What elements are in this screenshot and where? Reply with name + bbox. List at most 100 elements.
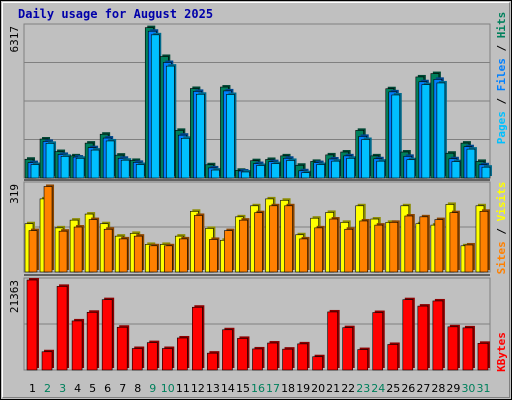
kbytes-bar: [327, 311, 338, 371]
x-tick-label: 5: [89, 382, 96, 395]
pages-bar: [45, 143, 55, 179]
pages-bar: [165, 65, 175, 179]
legend-pages-files-hits: Pages / Files / Hits: [495, 12, 508, 145]
sites-bar: [464, 244, 474, 273]
y-axis-max-label: 6317: [8, 26, 21, 53]
x-tick-label: 17: [266, 382, 280, 395]
sites-bar: [103, 228, 113, 273]
kbytes-bar: [282, 348, 293, 371]
x-tick-label: 15: [236, 382, 250, 395]
x-tick-label: 8: [134, 382, 141, 395]
x-tick-label: 30: [461, 382, 475, 395]
legend-sites-visits: Sites / Visits: [495, 182, 508, 275]
y-axis-max-label: 21363: [8, 280, 21, 313]
kbytes-bar: [71, 320, 83, 371]
pages-bar: [241, 171, 250, 179]
pages-bar: [376, 160, 386, 179]
kbytes-bar: [462, 327, 474, 371]
legend-kbytes: KBytes: [495, 332, 508, 372]
pages-bar: [436, 82, 446, 179]
x-tick-label: 14: [221, 382, 235, 395]
x-tick-label: 25: [386, 382, 400, 395]
kbytes-bar: [161, 348, 173, 371]
sites-bar: [314, 227, 323, 273]
sites-bar: [179, 238, 188, 273]
pages-bar: [331, 160, 340, 179]
kbytes-bar: [41, 351, 53, 371]
sites-bar: [148, 245, 158, 273]
pages-bar: [60, 156, 70, 179]
pages-bar: [226, 94, 235, 179]
pages-bar: [181, 137, 190, 179]
pages-bar: [150, 34, 160, 179]
kbytes-bar: [207, 352, 218, 371]
kbytes-bar: [447, 326, 459, 371]
x-tick-label: 12: [191, 382, 205, 395]
sites-bar: [133, 235, 143, 273]
sites-bar: [28, 230, 38, 273]
pages-bar: [481, 166, 491, 179]
kbytes-bar: [146, 342, 158, 371]
sites-bar: [58, 230, 68, 273]
x-tick-label: 28: [431, 382, 445, 395]
x-tick-label: 22: [341, 382, 355, 395]
sites-bar: [479, 211, 489, 273]
x-tick-label: 9: [149, 382, 156, 395]
pages-bar: [421, 84, 431, 179]
x-tick-label: 29: [446, 382, 460, 395]
x-tick-label: 11: [176, 382, 190, 395]
kbytes-bar: [86, 311, 98, 371]
kbytes-bar: [342, 327, 353, 371]
pages-bar: [105, 140, 115, 179]
sites-bar: [239, 219, 248, 273]
kbytes-bar: [417, 305, 429, 371]
x-tick-label: 18: [281, 382, 295, 395]
pages-bar: [256, 165, 265, 179]
kbytes-bar: [432, 300, 444, 371]
kbytes-bar: [312, 356, 323, 371]
kbytes-bar: [131, 348, 143, 371]
kbytes-bar: [372, 312, 384, 371]
sites-bar: [254, 212, 263, 273]
kbytes-bar: [222, 329, 233, 371]
pages-bar: [75, 157, 85, 179]
pages-bar: [196, 93, 205, 179]
x-tick-label: 1: [29, 382, 36, 395]
kbytes-bar: [402, 299, 414, 371]
x-tick-label: 31: [476, 382, 490, 395]
x-tick-label: 7: [119, 382, 126, 395]
sites-bar: [389, 222, 399, 273]
pages-bar: [30, 164, 40, 179]
sites-bar: [329, 218, 338, 273]
sites-bar: [73, 226, 83, 273]
x-tick-label: 2: [44, 382, 51, 395]
kbytes-bar: [252, 348, 263, 371]
pages-bar: [271, 163, 280, 179]
pages-bar: [466, 148, 476, 179]
kbytes-bar: [357, 349, 369, 371]
kbytes-bar: [56, 286, 68, 371]
pages-bar: [346, 157, 355, 179]
sites-bar: [194, 215, 203, 273]
pages-bar: [286, 160, 295, 179]
kbytes-bar: [297, 343, 308, 371]
sites-bar: [419, 216, 429, 273]
pages-bar: [120, 159, 130, 179]
pages-bar: [406, 159, 416, 179]
sites-bar: [269, 205, 278, 273]
x-tick-label: 23: [356, 382, 370, 395]
pages-bar: [135, 164, 145, 179]
sites-bar: [163, 245, 173, 273]
x-tick-label: 21: [326, 382, 340, 395]
y-axis-max-label: 319: [8, 184, 21, 204]
sites-bar: [224, 230, 233, 273]
pages-bar: [451, 161, 461, 179]
x-tick-label: 27: [416, 382, 430, 395]
sites-bar: [404, 215, 414, 273]
x-tick-label: 13: [206, 382, 220, 395]
sites-bar: [118, 238, 128, 273]
x-tick-label: 6: [104, 382, 111, 395]
sites-bar: [43, 186, 53, 273]
